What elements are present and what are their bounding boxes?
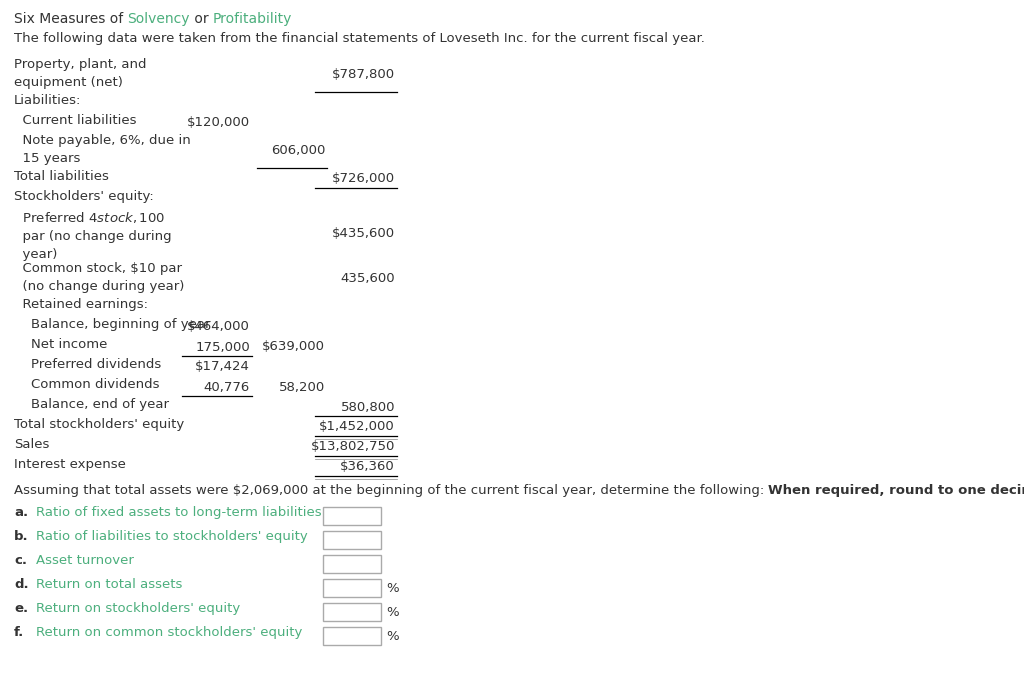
Text: Sales: Sales xyxy=(14,438,49,451)
Text: Balance, beginning of year: Balance, beginning of year xyxy=(14,318,211,331)
Text: or: or xyxy=(190,12,213,26)
Text: Preferred $4 stock, $100
  par (no change during
  year): Preferred $4 stock, $100 par (no change … xyxy=(14,210,172,261)
Text: f.: f. xyxy=(14,626,25,639)
Text: Total stockholders' equity: Total stockholders' equity xyxy=(14,418,184,431)
Text: 435,600: 435,600 xyxy=(340,272,395,285)
Text: d.: d. xyxy=(14,578,29,591)
Text: Solvency: Solvency xyxy=(128,12,190,26)
Text: Interest expense: Interest expense xyxy=(14,458,126,471)
Text: $639,000: $639,000 xyxy=(262,341,325,354)
FancyBboxPatch shape xyxy=(323,555,381,573)
Text: 606,000: 606,000 xyxy=(270,143,325,156)
Text: $36,360: $36,360 xyxy=(340,460,395,473)
Text: 580,800: 580,800 xyxy=(341,400,395,413)
Text: $787,800: $787,800 xyxy=(332,68,395,81)
Text: e.: e. xyxy=(14,602,28,615)
Text: Asset turnover: Asset turnover xyxy=(36,554,134,567)
Text: Current liabilities: Current liabilities xyxy=(14,114,136,127)
FancyBboxPatch shape xyxy=(323,603,381,621)
FancyBboxPatch shape xyxy=(323,531,381,549)
Text: $435,600: $435,600 xyxy=(332,227,395,240)
Text: The following data were taken from the financial statements of Loveseth Inc. for: The following data were taken from the f… xyxy=(14,32,705,45)
Text: Total liabilities: Total liabilities xyxy=(14,170,109,183)
Text: Property, plant, and
equipment (net): Property, plant, and equipment (net) xyxy=(14,58,146,89)
Text: 40,776: 40,776 xyxy=(204,380,250,393)
Text: Net income: Net income xyxy=(14,338,108,351)
Text: $464,000: $464,000 xyxy=(187,320,250,333)
Text: Ratio of fixed assets to long-term liabilities: Ratio of fixed assets to long-term liabi… xyxy=(36,506,322,519)
Text: Return on total assets: Return on total assets xyxy=(36,578,182,591)
Text: Return on stockholders' equity: Return on stockholders' equity xyxy=(36,602,241,615)
Text: $17,424: $17,424 xyxy=(196,361,250,374)
Text: Ratio of liabilities to stockholders' equity: Ratio of liabilities to stockholders' eq… xyxy=(36,530,308,543)
Text: Balance, end of year: Balance, end of year xyxy=(14,398,169,411)
Text: %: % xyxy=(386,630,398,643)
Text: Preferred dividends: Preferred dividends xyxy=(14,358,161,371)
Text: Note payable, 6%, due in
  15 years: Note payable, 6%, due in 15 years xyxy=(14,134,190,165)
Text: Liabilities:: Liabilities: xyxy=(14,94,81,107)
Text: Assuming that total assets were $2,069,000 at the beginning of the current fisca: Assuming that total assets were $2,069,0… xyxy=(14,484,768,497)
Text: Stockholders' equity:: Stockholders' equity: xyxy=(14,190,154,203)
Text: When required, round to one decimal place.: When required, round to one decimal plac… xyxy=(768,484,1024,497)
Text: %: % xyxy=(386,581,398,594)
Text: Common dividends: Common dividends xyxy=(14,378,160,391)
FancyBboxPatch shape xyxy=(323,627,381,645)
Text: $13,802,750: $13,802,750 xyxy=(310,441,395,454)
Text: $120,000: $120,000 xyxy=(186,117,250,130)
Text: b.: b. xyxy=(14,530,29,543)
FancyBboxPatch shape xyxy=(323,507,381,525)
Text: 58,200: 58,200 xyxy=(279,380,325,393)
FancyBboxPatch shape xyxy=(323,579,381,597)
Text: c.: c. xyxy=(14,554,27,567)
Text: Return on common stockholders' equity: Return on common stockholders' equity xyxy=(36,626,302,639)
Text: $726,000: $726,000 xyxy=(332,173,395,186)
Text: 175,000: 175,000 xyxy=(196,341,250,354)
Text: Profitability: Profitability xyxy=(213,12,293,26)
Text: Six Measures of: Six Measures of xyxy=(14,12,128,26)
Text: Common stock, $10 par
  (no change during year): Common stock, $10 par (no change during … xyxy=(14,262,184,293)
Text: Retained earnings:: Retained earnings: xyxy=(14,298,148,311)
Text: $1,452,000: $1,452,000 xyxy=(319,421,395,434)
Text: a.: a. xyxy=(14,506,28,519)
Text: %: % xyxy=(386,606,398,619)
